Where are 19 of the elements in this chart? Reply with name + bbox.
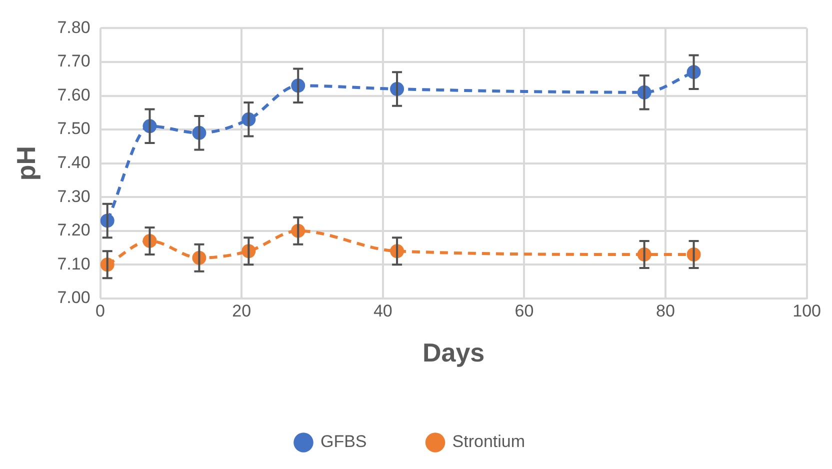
x-axis-title: Days	[422, 338, 485, 368]
y-tick-label: 7.60	[57, 85, 90, 104]
y-tick-label: 7.10	[57, 254, 90, 274]
legend-label: GFBS	[320, 432, 367, 452]
y-tick-label: 7.40	[57, 152, 90, 172]
x-tick-label: 60	[514, 301, 534, 320]
y-axis-title: pH	[10, 146, 41, 181]
y-tick-label: 7.30	[57, 186, 90, 206]
y-tick-label: 7.70	[57, 52, 90, 71]
y-tick-label: 7.80	[57, 18, 90, 37]
x-tick-label: 40	[373, 301, 392, 320]
legend-label: Strontium	[452, 432, 526, 452]
y-tick-label: 7.50	[57, 119, 90, 138]
y-tick-label: 7.00	[57, 288, 90, 308]
x-tick-label: 0	[96, 301, 106, 320]
x-tick-label: 100	[792, 301, 822, 320]
x-tick-label: 80	[656, 301, 675, 320]
y-tick-label: 7.20	[57, 220, 90, 240]
x-tick-label: 20	[232, 301, 252, 320]
